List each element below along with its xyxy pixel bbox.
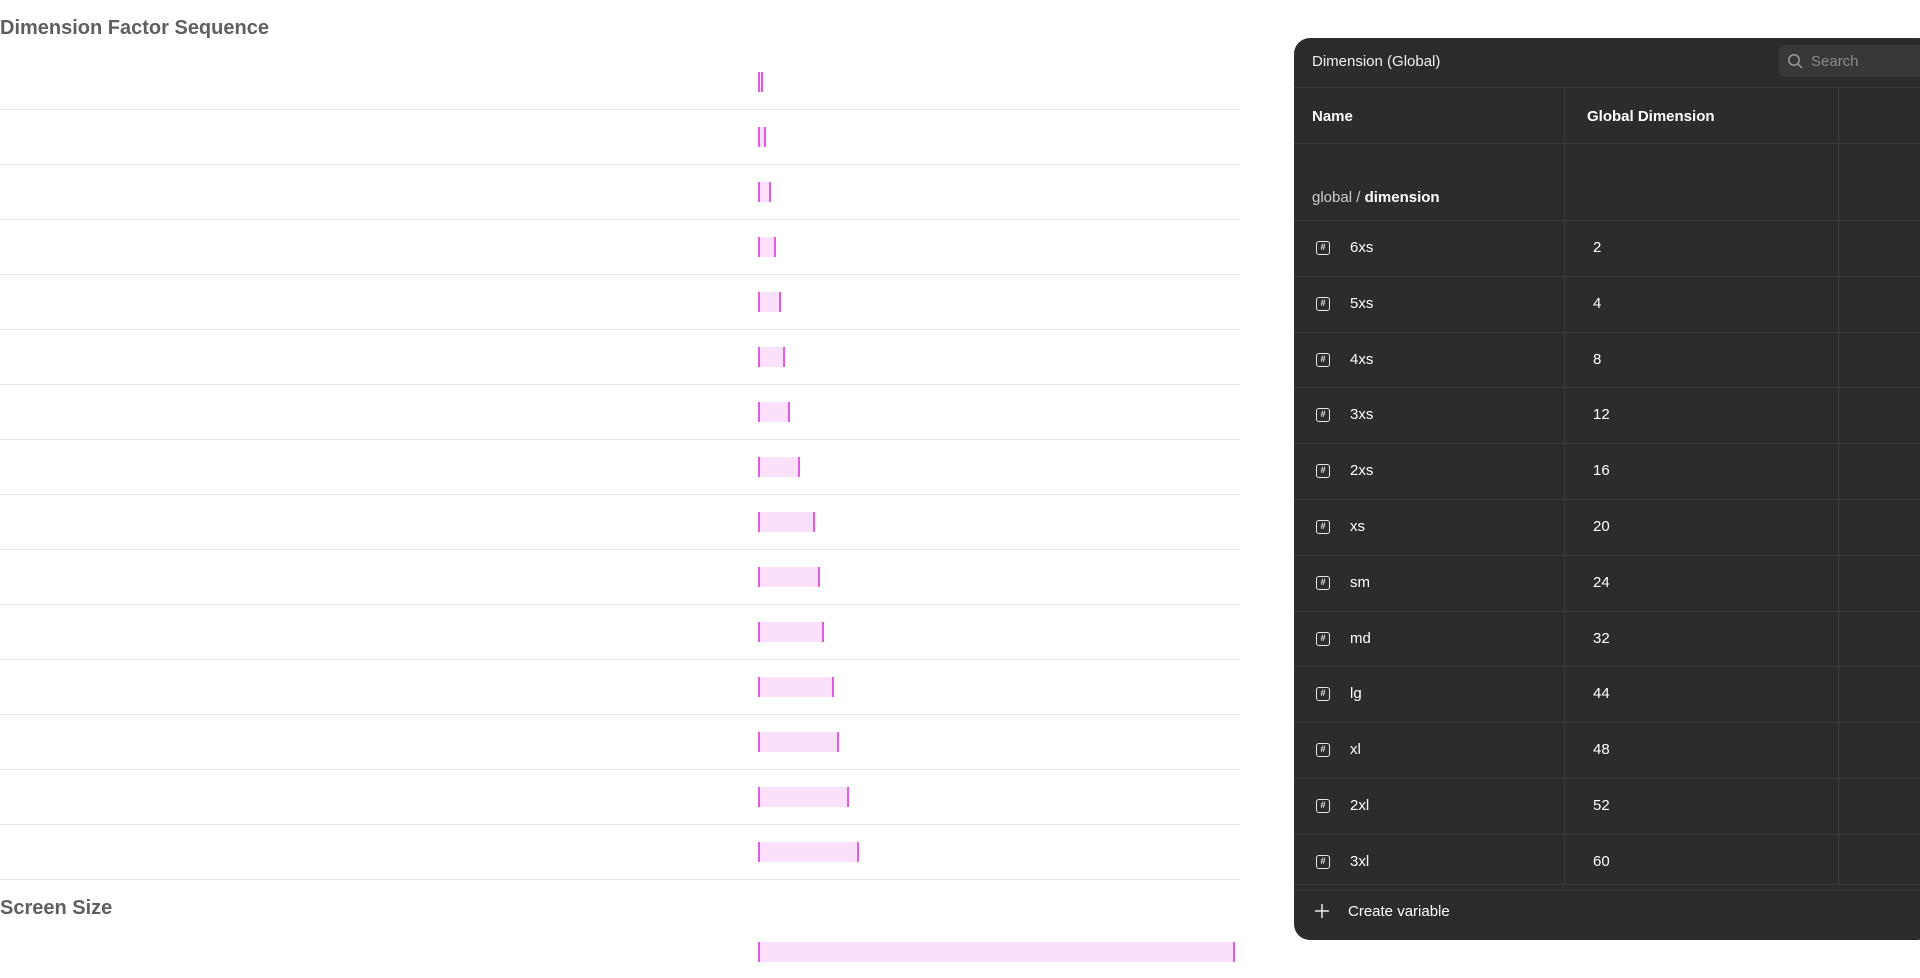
dimension-section-title: Dimension Factor Sequence [0, 17, 269, 39]
dimension-row [0, 385, 1240, 440]
dimension-bar [758, 842, 859, 862]
number-variable-icon: # [1316, 743, 1330, 758]
variable-row[interactable]: #3xs 12 [1294, 388, 1920, 445]
number-variable-icon: # [1316, 798, 1330, 813]
variable-row[interactable]: # xl 48 [1294, 723, 1920, 779]
variable-value[interactable]: 48 [1593, 741, 1610, 759]
variable-value[interactable]: 60 [1593, 852, 1610, 870]
screen-size-bar [758, 942, 1235, 962]
number-variable-icon: # [1316, 575, 1330, 590]
dimension-bar [758, 567, 820, 587]
variable-value[interactable]: 12 [1593, 406, 1610, 424]
variable-name: 4xs [1350, 350, 1374, 368]
dimension-bar [758, 402, 791, 422]
plus-icon [1315, 904, 1329, 918]
column-divider[interactable] [1564, 88, 1565, 884]
variable-value[interactable]: 52 [1593, 796, 1610, 814]
number-variable-icon: # [1316, 519, 1330, 534]
dimension-row [0, 825, 1240, 880]
dimension-bar [758, 512, 815, 532]
dimension-bar [758, 182, 771, 202]
variable-row[interactable]: # lg 44 [1294, 667, 1920, 724]
column-header-row: Name Global Dimension [1294, 88, 1920, 144]
variable-name: 2xs [1350, 462, 1374, 480]
dimension-row [0, 660, 1240, 715]
dimension-bar [758, 347, 786, 367]
number-variable-icon: # [1316, 464, 1330, 479]
number-variable-icon: # [1316, 687, 1330, 702]
variable-row[interactable]: #6xs 2 [1294, 221, 1920, 277]
number-variable-icon: # [1316, 854, 1330, 869]
dimension-row [0, 55, 1240, 110]
dimension-bar [758, 127, 766, 147]
variable-name: xs [1350, 517, 1365, 535]
dimension-bar [758, 457, 801, 477]
variables-panel: Dimension (Global) Search Name Global Di… [1294, 38, 1920, 940]
panel-title: Dimension (Global) [1312, 53, 1441, 70]
search-input[interactable]: Search [1779, 45, 1920, 77]
variable-name: 5xs [1350, 294, 1374, 312]
variable-name: lg [1350, 685, 1362, 703]
column-header-global-dimension[interactable]: Global Dimension [1587, 108, 1715, 125]
column-header-name[interactable]: Name [1312, 108, 1353, 125]
column-divider[interactable] [1838, 88, 1839, 884]
variable-value[interactable]: 2 [1593, 239, 1602, 256]
number-variable-icon: # [1316, 241, 1330, 255]
dimension-row [0, 330, 1240, 385]
variable-name: xl [1350, 741, 1361, 759]
dimension-row [0, 715, 1240, 770]
screen-section-title: Screen Size [0, 897, 113, 919]
dimension-row [0, 550, 1240, 605]
variable-row[interactable]: #3xl 60 [1294, 835, 1920, 891]
dimension-row [0, 220, 1240, 275]
variable-value[interactable]: 24 [1593, 573, 1610, 591]
number-variable-icon: # [1316, 296, 1330, 311]
variable-value[interactable]: 8 [1593, 350, 1602, 368]
variable-row[interactable]: #2xs 16 [1294, 444, 1920, 500]
variable-name: sm [1350, 573, 1370, 591]
variable-row[interactable]: #5xs 4 [1294, 277, 1920, 333]
variable-value[interactable]: 4 [1593, 294, 1602, 312]
panel-header: Dimension (Global) Search [1294, 38, 1920, 88]
dimension-row [0, 605, 1240, 660]
dimension-bar [758, 787, 849, 807]
variable-row[interactable]: # md 32 [1294, 612, 1920, 668]
dimension-bar [758, 72, 764, 92]
dimension-bar [758, 237, 776, 257]
variable-row[interactable]: # sm 24 [1294, 556, 1920, 612]
variable-value[interactable]: 16 [1593, 462, 1610, 480]
dimension-bar-list [0, 55, 1240, 880]
dimension-bar [758, 292, 781, 312]
number-variable-icon: # [1316, 408, 1330, 423]
dimension-bar [758, 622, 825, 642]
number-variable-icon: # [1316, 352, 1330, 367]
variable-name: md [1350, 629, 1371, 647]
create-variable-button[interactable]: Create variable [1294, 884, 1920, 940]
create-variable-label: Create variable [1348, 903, 1450, 920]
dimension-row [0, 275, 1240, 330]
dimension-bar [758, 732, 840, 752]
dimension-row [0, 770, 1240, 825]
dimension-row [0, 110, 1240, 165]
dimension-row [0, 440, 1240, 495]
group-row[interactable]: global / dimension [1294, 144, 1920, 221]
search-icon [1788, 54, 1803, 69]
variable-row[interactable]: #2xl 52 [1294, 779, 1920, 835]
dimension-row [0, 495, 1240, 550]
dimension-row [0, 165, 1240, 220]
group-label: global / dimension [1312, 189, 1440, 206]
variable-value[interactable]: 20 [1593, 517, 1610, 535]
variable-value[interactable]: 44 [1593, 685, 1610, 703]
variable-row[interactable]: # xs 20 [1294, 500, 1920, 556]
number-variable-icon: # [1316, 631, 1330, 646]
variable-name: 3xl [1350, 852, 1370, 870]
search-placeholder: Search [1811, 53, 1859, 70]
variable-row[interactable]: #4xs 8 [1294, 333, 1920, 389]
variable-list: #6xs 2 #5xs 4 #4xs 8 #3xs 12 #2xs 16 # xs 20 # sm 24 # md… [1294, 221, 1920, 891]
variable-name: 3xs [1350, 406, 1374, 424]
variable-name: 6xs [1350, 239, 1374, 256]
dimension-bar [758, 677, 835, 697]
variable-value[interactable]: 32 [1593, 629, 1610, 647]
variable-name: 2xl [1350, 796, 1370, 814]
